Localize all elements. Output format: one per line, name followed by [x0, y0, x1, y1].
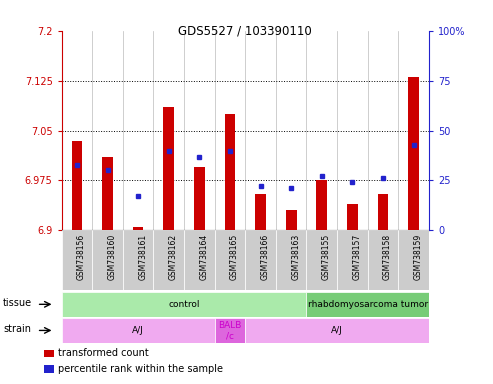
- Bar: [43, 366, 54, 372]
- Bar: [194, 167, 205, 230]
- Bar: [317, 180, 327, 230]
- Bar: [276, 230, 307, 290]
- Text: BALB
/c: BALB /c: [218, 321, 242, 340]
- Bar: [378, 194, 388, 230]
- Text: GSM738161: GSM738161: [138, 233, 147, 280]
- Text: GSM738163: GSM738163: [291, 233, 300, 280]
- Bar: [408, 77, 419, 230]
- Bar: [214, 318, 245, 343]
- Text: tissue: tissue: [3, 298, 32, 308]
- Text: percentile rank within the sample: percentile rank within the sample: [58, 364, 223, 374]
- Bar: [246, 230, 276, 290]
- Bar: [184, 230, 214, 290]
- Text: transformed count: transformed count: [58, 348, 149, 358]
- Text: GSM738156: GSM738156: [77, 233, 86, 280]
- Text: GSM738157: GSM738157: [352, 233, 361, 280]
- Bar: [368, 230, 398, 290]
- Bar: [307, 292, 429, 317]
- Text: GSM738162: GSM738162: [169, 233, 178, 280]
- Bar: [347, 204, 358, 230]
- Bar: [225, 114, 235, 230]
- Bar: [62, 292, 307, 317]
- Text: A/J: A/J: [331, 326, 343, 335]
- Bar: [255, 194, 266, 230]
- Text: GSM738158: GSM738158: [383, 233, 392, 280]
- Text: GSM738164: GSM738164: [199, 233, 209, 280]
- Bar: [153, 230, 184, 290]
- Bar: [163, 107, 174, 230]
- Bar: [102, 157, 113, 230]
- Text: GSM738166: GSM738166: [261, 233, 270, 280]
- Bar: [246, 318, 429, 343]
- Bar: [43, 349, 54, 357]
- Bar: [92, 230, 123, 290]
- Text: A/J: A/J: [132, 326, 144, 335]
- Bar: [62, 230, 92, 290]
- Bar: [214, 230, 245, 290]
- Text: GSM738159: GSM738159: [414, 233, 423, 280]
- Bar: [307, 230, 337, 290]
- Bar: [337, 230, 368, 290]
- Bar: [123, 230, 153, 290]
- Text: GSM738165: GSM738165: [230, 233, 239, 280]
- Bar: [71, 141, 82, 230]
- Bar: [398, 230, 429, 290]
- Bar: [62, 318, 214, 343]
- Bar: [133, 227, 143, 230]
- Text: GSM738160: GSM738160: [107, 233, 116, 280]
- Text: control: control: [168, 300, 200, 309]
- Bar: [286, 210, 296, 230]
- Text: GDS5527 / 103390110: GDS5527 / 103390110: [178, 25, 312, 38]
- Text: rhabdomyosarcoma tumor: rhabdomyosarcoma tumor: [308, 300, 428, 309]
- Text: GSM738155: GSM738155: [322, 233, 331, 280]
- Text: strain: strain: [3, 324, 31, 334]
